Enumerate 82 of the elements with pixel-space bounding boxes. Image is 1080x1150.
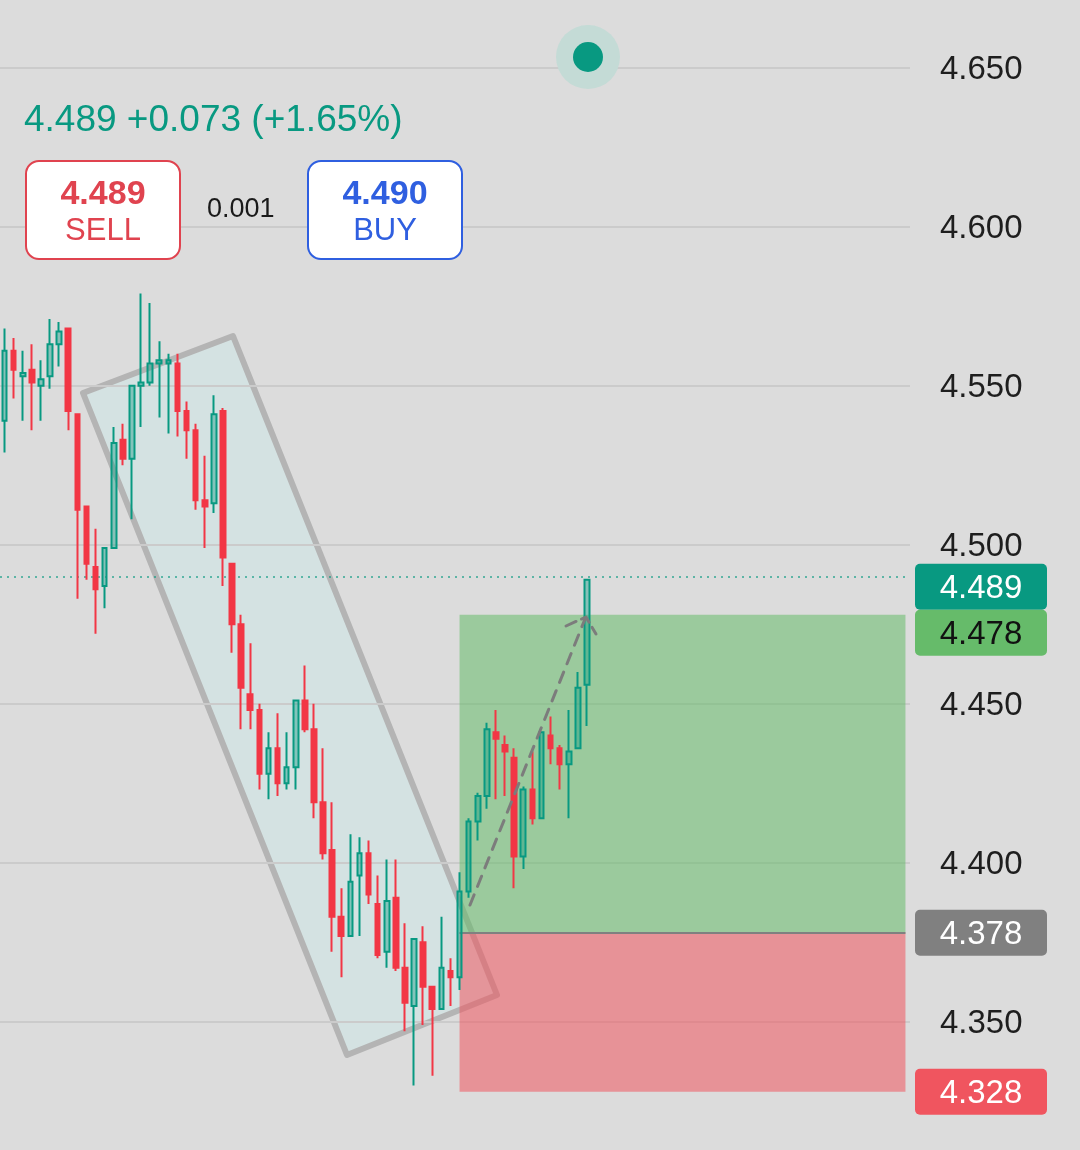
candlestick (583, 578, 591, 727)
annotation: 4.490 (342, 172, 428, 212)
annotation: 4.489 (60, 172, 146, 212)
y-tick-label: 4.650 (940, 49, 1023, 87)
y-tick-label: 4.550 (940, 367, 1023, 405)
candlestick (283, 731, 290, 791)
candlestick (428, 985, 436, 1077)
candlestick (55, 321, 63, 368)
candlestick (246, 642, 254, 731)
candlestick (392, 858, 400, 972)
ref-line-label: 4.489 (939, 568, 1023, 606)
candlestick (447, 957, 454, 1007)
candlestick (174, 352, 181, 438)
candlestick (538, 731, 545, 820)
y-tick-label: 4.400 (940, 844, 1023, 882)
annotation: SELL (65, 211, 141, 248)
candlestick (155, 340, 163, 419)
candlestick (1, 327, 8, 454)
candlestick (237, 613, 245, 731)
candlestick (438, 915, 445, 1011)
candlestick (465, 817, 472, 899)
candlestick (501, 734, 509, 797)
candlestick (37, 359, 45, 422)
band-label: 4.328 (939, 1073, 1023, 1111)
annotation: BUY (353, 211, 417, 248)
candlestick (347, 833, 354, 937)
band-label: 4.478 (939, 614, 1023, 652)
candlestick (274, 712, 281, 797)
candlestick (10, 336, 17, 400)
y-tick-label: 4.350 (940, 1003, 1023, 1041)
candlestick (456, 871, 463, 991)
y-tick-label: 4.600 (940, 208, 1023, 246)
candlestick (228, 562, 236, 654)
annotation: 0.001 (207, 193, 275, 224)
candlestick (192, 422, 199, 511)
candlestick (510, 747, 518, 890)
candlestick (401, 922, 409, 1033)
candlestick (146, 301, 154, 387)
candlestick (265, 731, 272, 801)
candlestick (356, 836, 363, 937)
candlestick (92, 527, 99, 635)
candlestick (128, 384, 136, 521)
candlestick (519, 785, 527, 871)
candlestick (301, 664, 309, 734)
candlestick (219, 406, 227, 588)
candlestick (201, 454, 209, 549)
candlestick (365, 839, 372, 906)
candlestick (319, 747, 327, 861)
candlestick (256, 702, 263, 791)
candlestick (374, 874, 381, 960)
candlestick (64, 327, 72, 432)
candlestick (474, 791, 482, 842)
candlestick (483, 721, 491, 810)
candlestick (328, 801, 336, 953)
candlestick (383, 858, 391, 969)
candlestick (410, 938, 418, 1087)
candlestick (310, 702, 318, 820)
candlestick (292, 699, 300, 791)
text: 4.489 +0.073 (+1.65%) (24, 98, 403, 140)
candlestick (83, 505, 90, 581)
candlestick (183, 400, 190, 460)
y-tick-label: 4.500 (940, 526, 1023, 564)
ref-line-label: 4.378 (939, 914, 1023, 952)
candlestick (529, 750, 536, 826)
candlestick (119, 422, 127, 467)
candlestick (547, 715, 554, 766)
candlestick (110, 426, 118, 549)
candlestick (556, 744, 563, 791)
candlestick (28, 343, 36, 432)
candlestick (419, 925, 427, 1026)
y-tick-label: 4.450 (940, 685, 1023, 723)
candlestick (165, 352, 172, 435)
candlestick (74, 413, 81, 600)
candlestick (101, 546, 108, 610)
candlestick (574, 670, 582, 750)
candlestick (19, 349, 27, 422)
candlestick (565, 709, 573, 820)
candlestick (210, 394, 218, 514)
candlestick (46, 317, 54, 390)
candlestick (137, 292, 145, 429)
candlestick (337, 887, 345, 979)
candlestick (492, 709, 500, 801)
